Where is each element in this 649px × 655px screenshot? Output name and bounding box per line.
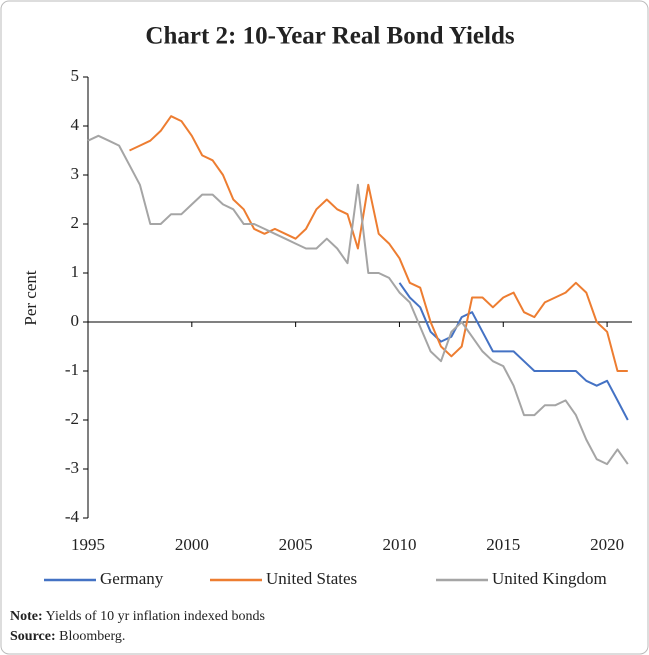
- series-line: [87, 134, 629, 466]
- y-tick-label: -4: [65, 507, 80, 526]
- legend-label: United States: [266, 569, 357, 588]
- x-tick-label: 2015: [486, 535, 520, 554]
- x-tick-label: 2000: [175, 535, 209, 554]
- legend-label: United Kingdom: [492, 569, 607, 588]
- y-tick-label: 2: [71, 213, 80, 232]
- note-label: Note:: [10, 609, 43, 624]
- x-tick-label: 2005: [279, 535, 313, 554]
- y-tick-label: 0: [71, 311, 80, 330]
- source-label: Source:: [10, 629, 56, 644]
- legend-label: Germany: [100, 569, 164, 588]
- y-tick-label: -3: [65, 458, 79, 477]
- note-text: Yields of 10 yr inflation indexed bonds: [46, 609, 265, 624]
- chart-title: Chart 2: 10-Year Real Bond Yields: [145, 23, 514, 50]
- y-tick-label: 5: [71, 66, 80, 85]
- y-tick-label: 1: [71, 262, 80, 281]
- series-line: [129, 115, 628, 372]
- y-tick-label: -1: [65, 360, 79, 379]
- source: Source: Bloomberg.: [10, 629, 125, 644]
- x-tick-label: 2010: [382, 535, 416, 554]
- x-tick-label: 1995: [71, 535, 105, 554]
- y-tick-label: 3: [71, 164, 80, 183]
- y-axis-label: Per cent: [21, 270, 40, 326]
- y-tick-label: 4: [71, 115, 80, 134]
- source-text: Bloomberg.: [59, 629, 125, 644]
- y-tick-label: -2: [65, 409, 79, 428]
- x-tick-label: 2020: [590, 535, 624, 554]
- note: Note: Yields of 10 yr inflation indexed …: [10, 609, 265, 624]
